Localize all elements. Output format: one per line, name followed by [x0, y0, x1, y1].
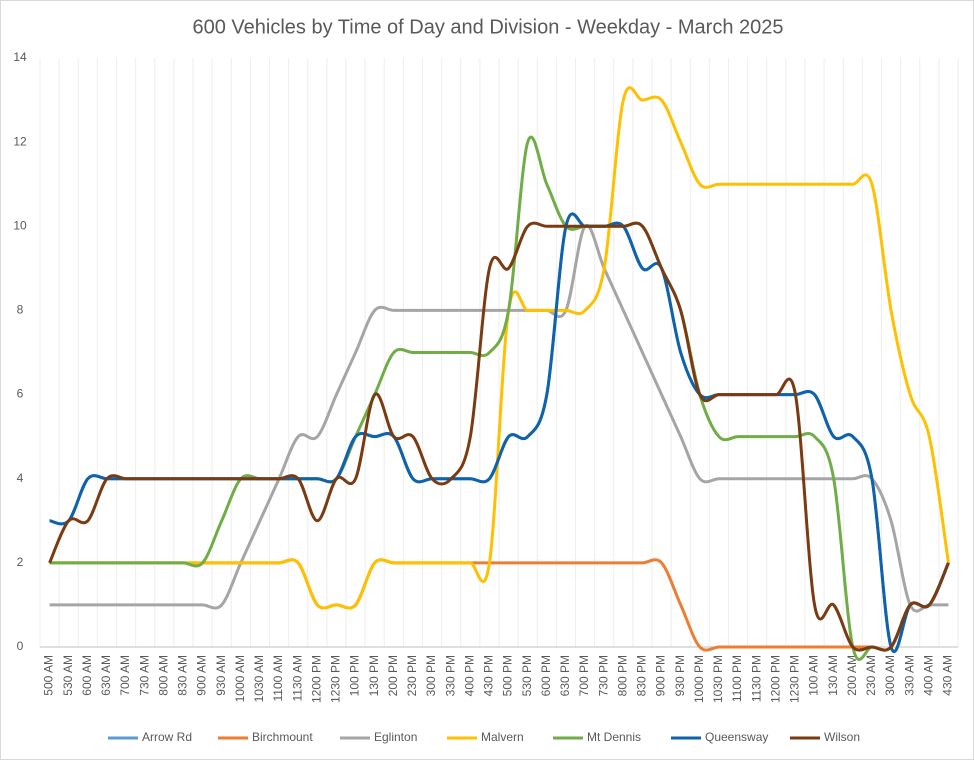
- x-tick-label: 100 AM: [807, 655, 821, 696]
- x-tick-label: 1100 PM: [730, 655, 744, 702]
- x-tick-label: 530 PM: [520, 655, 534, 696]
- x-tick-label: 900 AM: [195, 655, 209, 696]
- x-tick-label: 200 AM: [845, 655, 859, 696]
- x-tick-label: 700 PM: [577, 655, 591, 696]
- x-tick-label: 100 PM: [348, 655, 362, 696]
- x-tick-label: 400 AM: [921, 655, 935, 696]
- legend-label: Eglinton: [374, 730, 417, 744]
- x-tick-label: 1200 PM: [309, 655, 323, 703]
- x-tick-label: 700 AM: [118, 655, 132, 696]
- y-tick-label: 4: [17, 471, 24, 485]
- x-tick-label: 630 PM: [558, 655, 572, 696]
- x-tick-label: 1000 AM: [233, 655, 247, 702]
- x-tick-label: 400 PM: [462, 655, 476, 696]
- x-tick-label: 1230 PM: [788, 655, 802, 703]
- y-tick-label: 6: [17, 387, 24, 401]
- x-tick-label: 600 PM: [539, 655, 553, 696]
- chart-title: 600 Vehicles by Time of Day and Division…: [192, 16, 783, 38]
- x-tick-label: 230 PM: [405, 655, 419, 696]
- x-tick-label: 830 PM: [635, 655, 649, 696]
- y-tick-label: 10: [13, 218, 27, 232]
- y-tick-label: 12: [13, 134, 27, 148]
- x-tick-label: 1030 AM: [252, 655, 266, 702]
- x-tick-label: 500 AM: [42, 655, 56, 696]
- x-tick-label: 1230 PM: [329, 655, 343, 703]
- x-tick-label: 130 AM: [826, 655, 840, 696]
- x-tick-label: 730 PM: [596, 655, 610, 696]
- x-tick-label: 1130 PM: [749, 655, 763, 702]
- x-tick-label: 930 PM: [673, 655, 687, 696]
- x-tick-label: 530 AM: [61, 655, 75, 696]
- x-tick-label: 430 AM: [941, 655, 955, 696]
- x-tick-label: 1130 AM: [290, 655, 304, 701]
- series-line: [48, 221, 950, 652]
- x-tick-label: 200 PM: [386, 655, 400, 696]
- x-tick-label: 500 PM: [501, 655, 515, 696]
- x-tick-label: 300 AM: [883, 655, 897, 696]
- x-tick-label: 900 PM: [654, 655, 668, 696]
- legend-label: Wilson: [824, 730, 860, 744]
- x-tick-label: 730 AM: [137, 655, 151, 696]
- series-line: [49, 135, 950, 661]
- x-tick-label: 430 PM: [482, 655, 496, 696]
- x-tick-label: 1200 PM: [768, 655, 782, 703]
- legend-label: Mt Dennis: [587, 730, 641, 744]
- x-tick-label: 800 AM: [156, 655, 170, 696]
- x-tick-label: 930 AM: [214, 655, 228, 696]
- x-tick-label: 330 AM: [902, 655, 916, 696]
- y-tick-label: 2: [17, 555, 24, 569]
- x-tick-label: 1100 AM: [271, 655, 285, 701]
- x-tick-label: 830 AM: [176, 655, 190, 696]
- x-tick-label: 630 AM: [99, 655, 113, 696]
- x-tick-label: 230 AM: [864, 655, 878, 696]
- legend-label: Malvern: [481, 730, 524, 744]
- x-tick-label: 1000 PM: [692, 655, 706, 703]
- legend-label: Arrow Rd: [142, 730, 192, 744]
- x-tick-label: 1030 PM: [711, 655, 725, 703]
- legend-label: Birchmount: [252, 730, 313, 744]
- y-tick-label: 8: [17, 303, 24, 317]
- x-tick-label: 130 PM: [367, 655, 381, 696]
- x-tick-label: 300 PM: [424, 655, 438, 696]
- x-tick-label: 330 PM: [443, 655, 457, 696]
- x-tick-label: 600 AM: [80, 655, 94, 696]
- x-tick-label: 800 PM: [615, 655, 629, 696]
- series-line: [49, 224, 949, 613]
- y-tick-label: 14: [13, 50, 27, 64]
- legend-label: Queensway: [705, 730, 768, 744]
- y-tick-label: 0: [17, 639, 24, 653]
